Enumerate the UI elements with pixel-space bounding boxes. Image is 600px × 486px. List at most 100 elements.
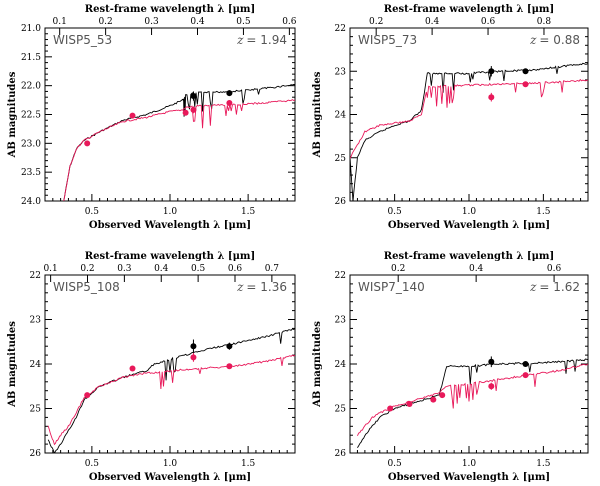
object-name: WISP5_108: [53, 280, 120, 294]
photometry-point: [190, 343, 197, 350]
y-axis-title: AB magnitudes: [312, 321, 323, 408]
x-tick-label: 1.5: [536, 207, 551, 217]
plot-frame: [44, 27, 296, 202]
top-tick-label: 0.2: [391, 264, 405, 274]
photometry-point: [190, 354, 197, 361]
top-tick-label: 0.6: [282, 17, 297, 27]
photometry-point: [439, 392, 446, 399]
plot-frame: [44, 274, 296, 454]
x-tick-label: 0.5: [85, 207, 100, 217]
redshift-label: z = 1.62: [529, 280, 580, 294]
top-tick-label: 0.8: [537, 17, 552, 27]
top-tick-label: 0.1: [43, 264, 57, 274]
plot-area: [47, 328, 295, 453]
x-tick-label: 1.0: [462, 207, 477, 217]
y-tick-label: 22: [335, 271, 346, 281]
x-axis-title: Observed Wavelength λ [μm]: [388, 220, 550, 231]
photometry-point: [182, 109, 189, 116]
z-symbol: z: [529, 33, 537, 47]
series-line-pink: [357, 363, 588, 436]
y-tick-label: 26: [30, 449, 42, 459]
panel-1: 0.5 1.0 1.5 0.2 0.4 0.6 0.8 22 23 24 25 26 Observed …: [312, 4, 589, 231]
top-tick-label: 0.7: [265, 264, 280, 274]
x-tick-label: 1.0: [163, 207, 178, 217]
photometry-point: [488, 68, 495, 75]
photometry-point: [522, 68, 529, 75]
y-tick-label: 22: [30, 271, 41, 281]
x-tick-label: 1.0: [462, 459, 477, 469]
top-tick-label: 0.2: [369, 17, 383, 27]
series-line-pink: [350, 78, 588, 159]
y-axis-title: AB magnitudes: [312, 71, 323, 158]
photometry-point: [226, 99, 233, 106]
redshift-label: z = 0.88: [529, 33, 580, 47]
y-tick-label: 25: [30, 405, 42, 415]
photometry-point: [84, 140, 91, 147]
photometry-point: [129, 112, 136, 119]
photometry-point: [488, 94, 495, 101]
x-tick-label: 0.5: [387, 207, 402, 217]
x-axis-title: Observed Wavelength λ [μm]: [388, 472, 550, 483]
top-tick-label: 0.4: [190, 17, 205, 27]
photometry-point: [190, 106, 197, 113]
object-name: WISP5_53: [53, 33, 112, 47]
top-axis-title: Rest-frame wavelength λ [μm]: [384, 251, 554, 262]
series-line-black: [357, 358, 588, 448]
photometry-point: [522, 81, 529, 88]
plot-frame: [349, 274, 589, 454]
z-value: = 1.94: [246, 33, 287, 47]
photometry-point: [406, 401, 413, 408]
top-tick-label: 0.3: [117, 264, 132, 274]
z-value: = 1.36: [246, 280, 287, 294]
top-tick-label: 0.6: [547, 264, 562, 274]
redshift-label: z = 1.36: [236, 280, 287, 294]
x-tick-label: 0.5: [387, 459, 402, 469]
series-line-black: [63, 84, 295, 201]
panel-3: 0.5 1.0 1.5 0.2 0.4 0.6 22 23 24 25 26 Observed Wav…: [312, 251, 589, 483]
y-tick-label: 21.5: [21, 53, 41, 63]
y-tick-label: 24: [335, 360, 347, 370]
y-tick-label: 22: [335, 24, 346, 34]
top-tick-label: 0.6: [228, 264, 243, 274]
y-tick-label: 22.0: [21, 82, 41, 92]
top-axis-title: Rest-frame wavelength λ [μm]: [384, 4, 554, 15]
photometry-point: [226, 363, 233, 370]
y-axis-title: AB magnitudes: [7, 321, 18, 408]
plot-area: [350, 62, 588, 201]
top-tick-label: 0.5: [191, 264, 206, 274]
plot-area: [357, 358, 588, 448]
y-tick-label: 23: [335, 316, 347, 326]
z-symbol: z: [236, 280, 244, 294]
y-tick-label: 26: [335, 449, 347, 459]
photometry-point: [488, 358, 495, 365]
y-tick-label: 25: [335, 405, 347, 415]
top-tick-label: 0.2: [80, 264, 94, 274]
top-tick-label: 0.2: [98, 17, 112, 27]
object-name: WISP7_140: [358, 280, 425, 294]
y-tick-label: 24: [335, 111, 347, 121]
top-axis-title: Rest-frame wavelength λ [μm]: [85, 251, 255, 262]
object-name: WISP5_73: [358, 33, 417, 47]
series-line-black: [350, 62, 588, 201]
photometry-point: [226, 90, 233, 97]
x-tick-label: 0.5: [85, 459, 100, 469]
series-line-pink: [63, 99, 295, 201]
y-tick-label: 21.0: [21, 24, 41, 34]
top-tick-label: 0.6: [481, 17, 496, 27]
x-tick-label: 1.0: [163, 459, 178, 469]
series-line-black: [47, 328, 295, 453]
top-tick-label: 0.3: [144, 17, 159, 27]
y-tick-label: 24: [30, 360, 42, 370]
x-tick-label: 1.5: [241, 207, 256, 217]
y-tick-label: 25: [335, 154, 347, 164]
photometry-point: [129, 365, 136, 372]
y-tick-label: 24.0: [21, 197, 41, 207]
z-value: = 1.62: [539, 280, 580, 294]
plot-frame: [349, 27, 589, 202]
z-value: = 0.88: [539, 33, 580, 47]
x-axis-title: Observed Wavelength λ [μm]: [89, 472, 251, 483]
top-tick-label: 0.5: [236, 17, 251, 27]
top-tick-label: 0.4: [154, 264, 169, 274]
panel-0: 0.5 1.0 1.5 0.1 0.2 0.3 0.4 0.5 0.6 21.0 21.5 22.0 2…: [7, 4, 297, 231]
photometry-point: [488, 383, 495, 390]
